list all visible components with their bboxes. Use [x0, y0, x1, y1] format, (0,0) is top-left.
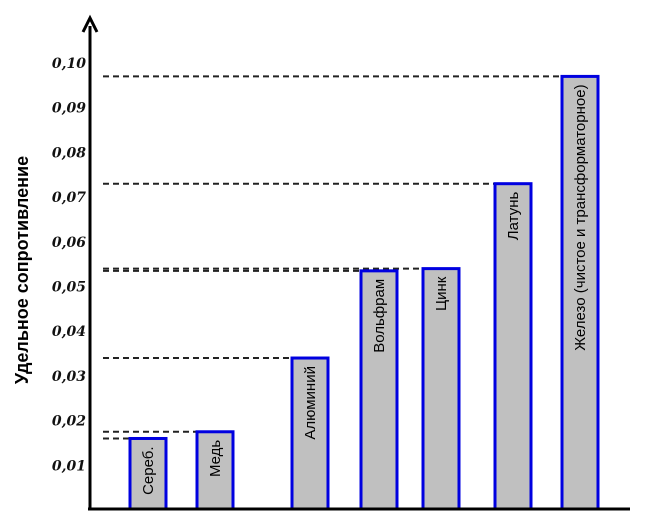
y-axis-label: Удельное сопротивление	[12, 156, 32, 384]
bar-label: Сереб.	[140, 446, 157, 494]
y-tick-label: 0,09	[52, 101, 86, 117]
y-tick-label: 0,05	[52, 280, 86, 296]
y-tick-labels: 0,01 0,02 0,03 0,04 0,05 0,06 0,07 0,08 0,09 0,10	[52, 56, 86, 474]
y-tick-label: 0,10	[52, 56, 86, 72]
y-tick-label: 0,08	[52, 145, 86, 161]
bar	[421, 267, 461, 511]
y-tick-label: 0,07	[52, 190, 86, 206]
bar-label: Железо (чистое и трансформаторное)	[572, 84, 589, 350]
y-axis-arrow-icon	[81, 14, 99, 33]
bar-label: Медь	[207, 440, 224, 477]
y-tick-label: 0,04	[52, 324, 86, 340]
bar-label: Латунь	[505, 192, 522, 241]
bar	[560, 74, 600, 511]
bars: Сереб. Медь Алюминий Вольфрам Цинк Латунь Желе…	[128, 74, 600, 511]
guide-lines	[103, 75, 562, 440]
bar-label: Цинк	[433, 276, 450, 311]
axes	[81, 14, 630, 511]
bar-label: Алюминий	[302, 366, 319, 440]
y-tick-label: 0,03	[52, 369, 86, 385]
y-tick-label: 0,01	[52, 458, 86, 474]
y-tick-label: 0,06	[52, 235, 86, 251]
bar	[290, 356, 330, 511]
bar-label: Вольфрам	[371, 279, 388, 353]
y-tick-label: 0,02	[52, 414, 86, 430]
